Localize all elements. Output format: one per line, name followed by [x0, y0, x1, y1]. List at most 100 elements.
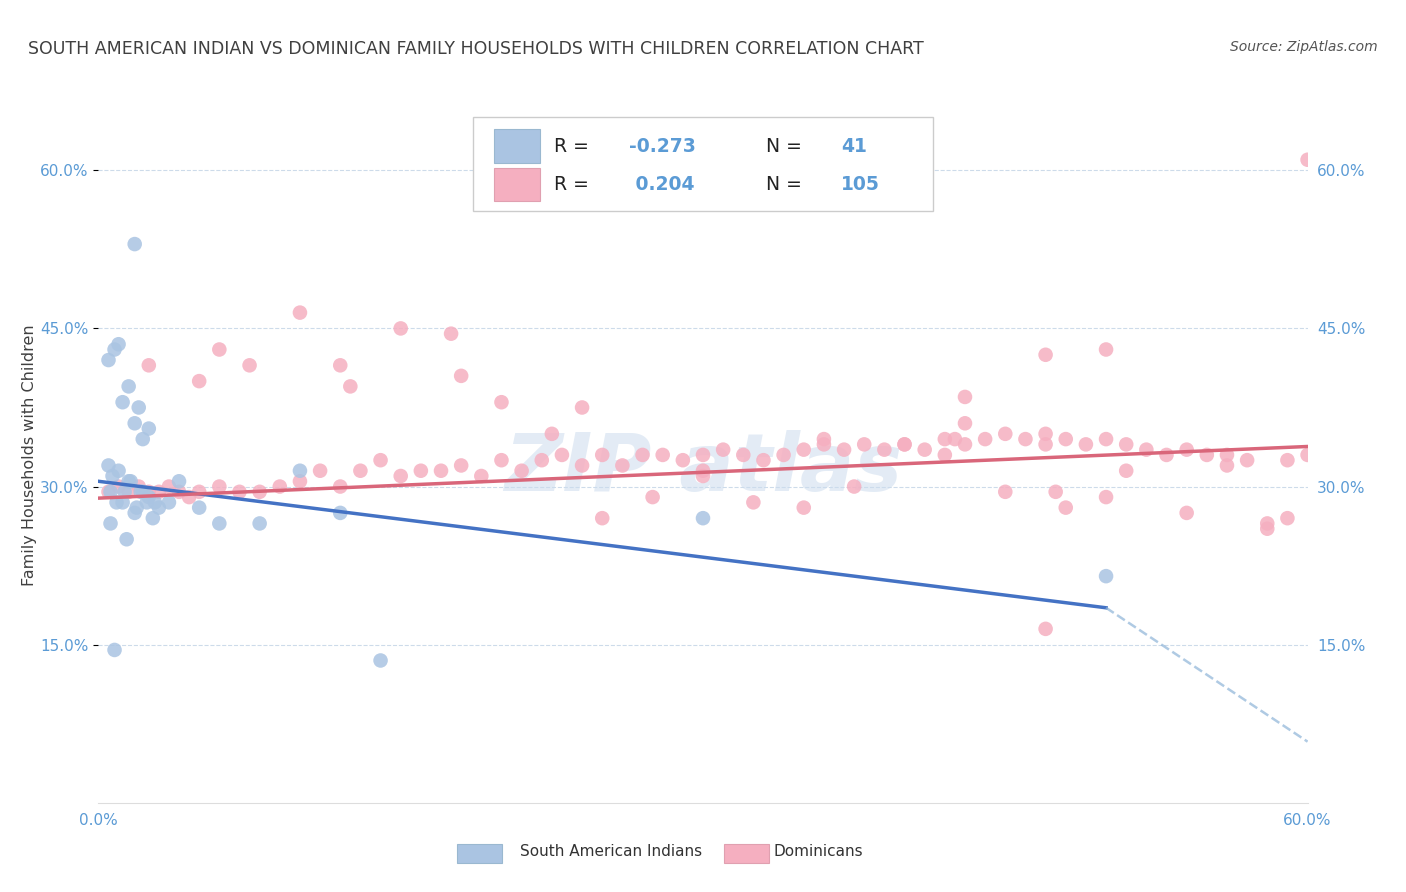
- Point: [953, 437, 976, 451]
- FancyBboxPatch shape: [474, 118, 932, 211]
- Text: N =: N =: [766, 136, 808, 155]
- Point: [510, 464, 533, 478]
- Point: [138, 421, 160, 435]
- Point: [934, 448, 956, 462]
- Point: [124, 506, 146, 520]
- Point: [893, 437, 915, 451]
- Point: [1045, 484, 1067, 499]
- Text: ZIP atlas: ZIP atlas: [503, 430, 903, 508]
- Point: [1175, 442, 1198, 457]
- FancyBboxPatch shape: [494, 168, 540, 201]
- Point: [114, 484, 136, 499]
- Point: [793, 500, 815, 515]
- Point: [571, 401, 593, 415]
- Point: [208, 516, 231, 531]
- Point: [128, 479, 150, 493]
- Text: SOUTH AMERICAN INDIAN VS DOMINICAN FAMILY HOUSEHOLDS WITH CHILDREN CORRELATION C: SOUTH AMERICAN INDIAN VS DOMINICAN FAMIL…: [28, 40, 924, 58]
- Point: [943, 432, 966, 446]
- Point: [491, 453, 513, 467]
- Point: [97, 484, 120, 499]
- Point: [120, 475, 142, 489]
- Point: [1277, 511, 1299, 525]
- Point: [651, 448, 673, 462]
- Point: [1095, 343, 1118, 357]
- Text: 105: 105: [841, 175, 880, 194]
- Point: [389, 321, 412, 335]
- Point: [540, 426, 562, 441]
- Point: [208, 479, 231, 493]
- Point: [103, 643, 125, 657]
- Point: [994, 426, 1017, 441]
- Point: [107, 337, 129, 351]
- Point: [132, 484, 155, 499]
- Text: 41: 41: [841, 136, 866, 155]
- Point: [188, 484, 211, 499]
- Point: [1035, 437, 1057, 451]
- Point: [711, 442, 734, 457]
- Point: [107, 479, 129, 493]
- Point: [692, 448, 714, 462]
- Text: N =: N =: [766, 175, 808, 194]
- Point: [491, 395, 513, 409]
- Point: [100, 516, 122, 531]
- Point: [733, 448, 755, 462]
- Point: [1054, 500, 1077, 515]
- Point: [994, 484, 1017, 499]
- Point: [752, 453, 775, 467]
- Point: [1035, 426, 1057, 441]
- Point: [742, 495, 765, 509]
- Point: [934, 432, 956, 446]
- Point: [1236, 453, 1258, 467]
- Point: [118, 379, 141, 393]
- Point: [167, 475, 190, 489]
- Point: [813, 432, 835, 446]
- Point: [370, 653, 392, 667]
- Point: [188, 500, 211, 515]
- Point: [1296, 448, 1319, 462]
- Point: [1074, 437, 1097, 451]
- Point: [100, 484, 122, 499]
- Point: [101, 469, 124, 483]
- Text: 0.204: 0.204: [630, 175, 695, 194]
- Y-axis label: Family Households with Children: Family Households with Children: [21, 324, 37, 586]
- Point: [1135, 442, 1157, 457]
- FancyBboxPatch shape: [494, 129, 540, 162]
- Point: [914, 442, 936, 457]
- Point: [974, 432, 997, 446]
- Text: Dominicans: Dominicans: [773, 845, 863, 859]
- Point: [551, 448, 574, 462]
- Point: [128, 401, 150, 415]
- Point: [953, 417, 976, 431]
- Point: [339, 379, 361, 393]
- Point: [138, 484, 160, 499]
- Point: [1095, 569, 1118, 583]
- Point: [138, 490, 160, 504]
- Point: [1095, 432, 1118, 446]
- Point: [309, 464, 332, 478]
- Point: [124, 417, 146, 431]
- Point: [1216, 448, 1239, 462]
- Point: [157, 495, 180, 509]
- Point: [124, 237, 146, 252]
- Point: [118, 475, 141, 489]
- Point: [239, 359, 262, 373]
- Point: [269, 479, 291, 493]
- Point: [370, 453, 392, 467]
- Point: [1156, 448, 1178, 462]
- Point: [612, 458, 634, 473]
- Point: [873, 442, 896, 457]
- Point: [329, 359, 352, 373]
- Point: [672, 453, 695, 467]
- Point: [1256, 516, 1278, 531]
- Text: South American Indians: South American Indians: [520, 845, 703, 859]
- Point: [1195, 448, 1218, 462]
- Point: [249, 516, 271, 531]
- Text: R =: R =: [554, 175, 595, 194]
- Point: [1035, 348, 1057, 362]
- Point: [148, 500, 170, 515]
- Point: [228, 484, 250, 499]
- Point: [692, 511, 714, 525]
- Point: [692, 469, 714, 483]
- Point: [208, 343, 231, 357]
- Point: [772, 448, 794, 462]
